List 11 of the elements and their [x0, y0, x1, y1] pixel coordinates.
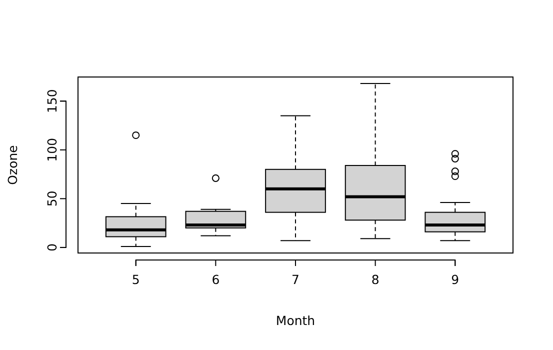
x-tick-label: 9 [451, 272, 460, 287]
x-tick-label: 5 [132, 272, 140, 287]
y-tick-label: 150 [44, 89, 60, 114]
y-tick-label: 50 [44, 190, 60, 207]
x-tick-label: 6 [212, 272, 220, 287]
y-tick-label: 0 [44, 243, 60, 252]
y-axis-title: Ozone [5, 144, 20, 185]
x-axis-title: Month [276, 313, 316, 328]
x-tick-label: 8 [371, 272, 380, 287]
x-tick-label: 7 [292, 272, 300, 287]
y-tick-label: 100 [44, 138, 60, 162]
